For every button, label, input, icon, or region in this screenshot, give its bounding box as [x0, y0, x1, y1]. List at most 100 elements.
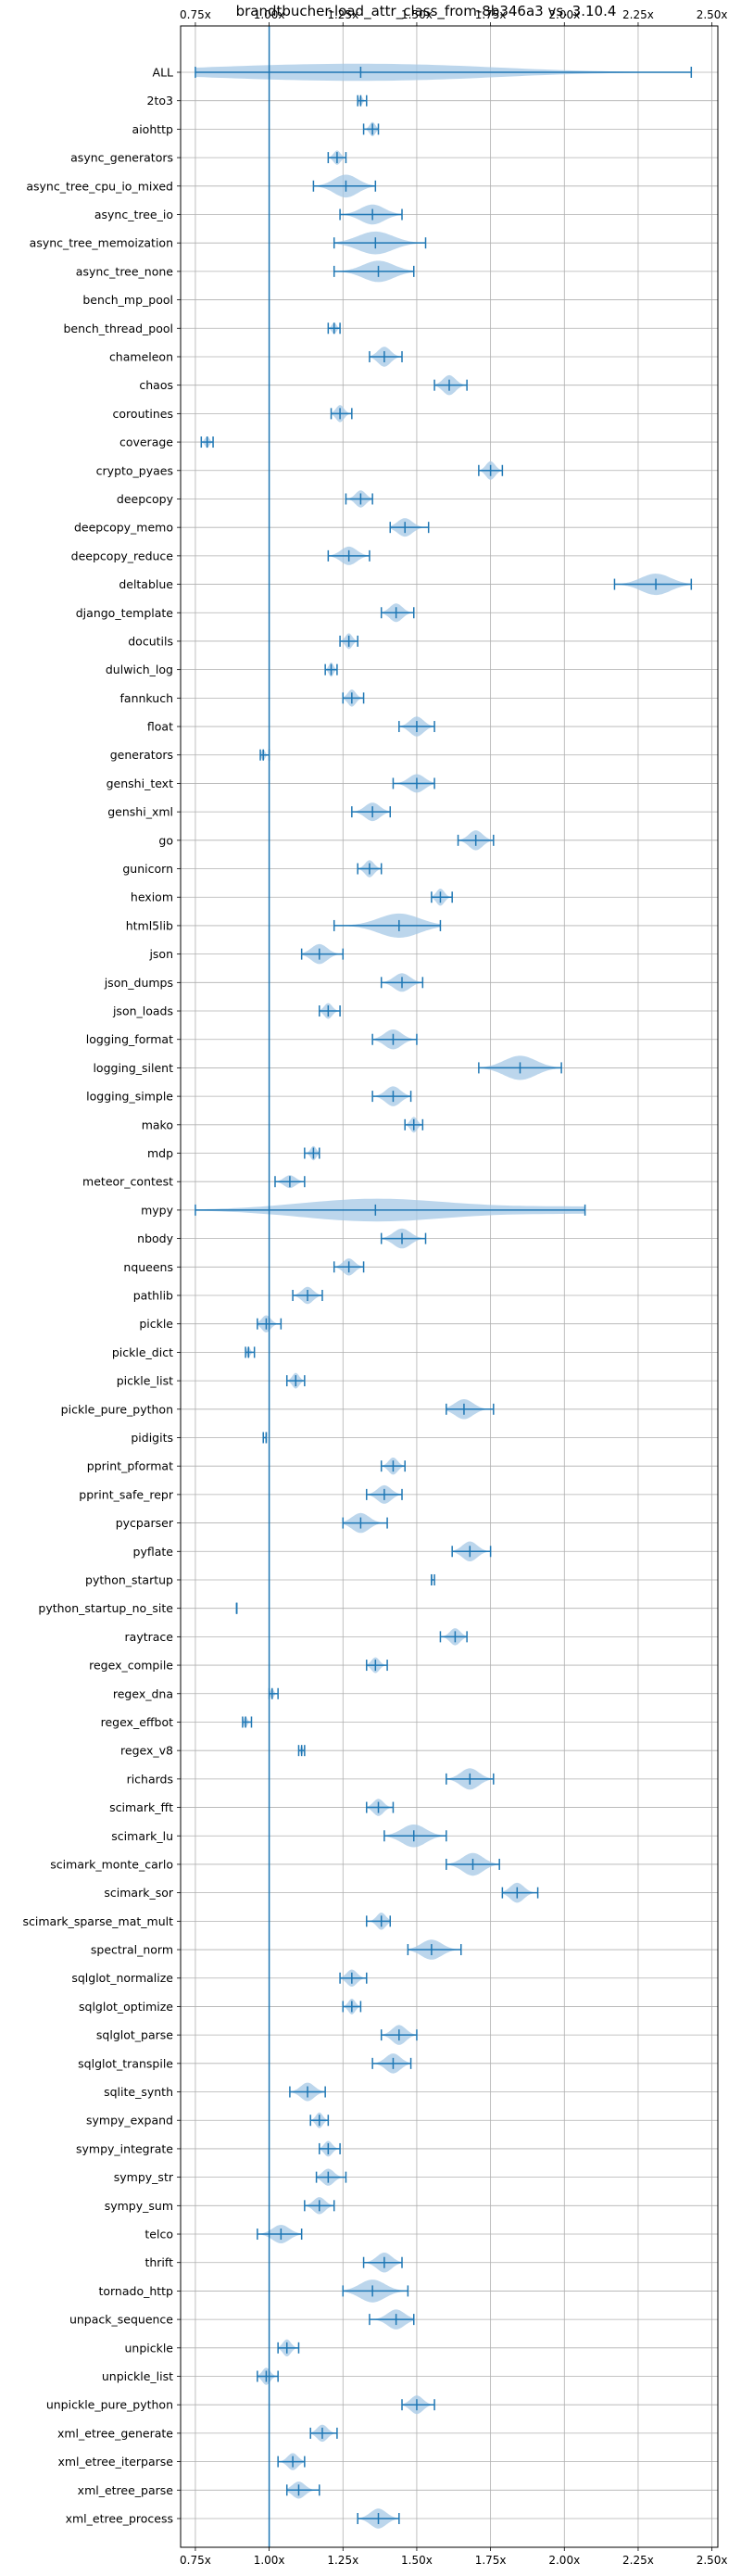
violin-docutils — [339, 633, 358, 650]
category-label: chaos — [139, 378, 173, 392]
category-label: scimark_fft — [109, 1800, 173, 1814]
category-label: pyflate — [133, 1545, 174, 1559]
category-label: pprint_safe_repr — [79, 1487, 174, 1501]
category-label: genshi_xml — [107, 805, 173, 819]
category-label: pickle_dict — [112, 1345, 173, 1359]
category-label: async_tree_cpu_io_mixed — [26, 179, 173, 193]
violin-python_startup — [431, 1573, 435, 1585]
violin-async_tree_memoization — [333, 231, 427, 255]
violin-pycparser — [342, 1512, 388, 1534]
category-label: deltablue — [119, 577, 173, 591]
violin-deepcopy_memo — [389, 518, 430, 537]
violin-aiohttp — [362, 121, 380, 137]
category-label: sqlglot_normalize — [71, 1971, 173, 1985]
violin-sqlite_synth — [289, 2082, 326, 2102]
category-label: pycparser — [116, 1516, 174, 1530]
violin-pyflate — [451, 1541, 492, 1561]
violin-logging_format — [371, 1029, 418, 1050]
violin-scimark_sparse_mat_mult — [366, 1913, 392, 1930]
category-label: scimark_lu — [111, 1829, 173, 1843]
category-label: sympy_expand — [86, 2114, 173, 2128]
violin-deepcopy — [345, 490, 373, 508]
violin-float — [398, 716, 435, 737]
violin-async_generators — [327, 150, 347, 165]
violin-xml_etree_iterparse — [277, 2453, 306, 2470]
category-label: aiohttp — [132, 122, 174, 136]
violin-sqlglot_transpile — [371, 2053, 412, 2074]
violin-deepcopy_reduce — [327, 546, 370, 565]
violin-crypto_pyaes — [478, 461, 504, 480]
violin-telco — [257, 2225, 303, 2243]
category-label: float — [147, 720, 173, 734]
violin-hexiom — [431, 889, 453, 906]
category-label: meteor_contest — [82, 1175, 173, 1189]
category-label: pickle_pure_python — [61, 1402, 173, 1416]
grid — [181, 26, 718, 2547]
category-label: regex_dna — [113, 1686, 173, 1700]
category-label: async_tree_none — [76, 264, 174, 278]
chart-title: brandtbucher-load_attr_class_from-8b346a… — [236, 3, 617, 20]
category-label: deepcopy — [117, 492, 174, 506]
category-label: xml_etree_generate — [57, 2426, 173, 2440]
violin-ALL — [195, 63, 693, 82]
category-label: bench_mp_pool — [82, 293, 173, 307]
category-label: pprint_pformat — [87, 1459, 173, 1473]
category-label: genshi_text — [107, 777, 173, 790]
violin-scimark_lu — [383, 1825, 447, 1848]
category-label: unpickle_list — [102, 2369, 173, 2383]
category-label: dulwich_log — [106, 663, 173, 676]
category-label: fannkuch — [120, 691, 173, 705]
violin-chaos — [433, 374, 468, 396]
violin-scimark_sor — [501, 1882, 539, 1903]
x-tick-label-bottom: 1.00x — [254, 2554, 285, 2567]
x-tick-label-bottom: 2.25x — [622, 2554, 654, 2567]
violin-sqlglot_optimize — [342, 1999, 362, 2014]
violin-pidigits — [262, 1432, 268, 1444]
category-label: async_tree_memoization — [30, 236, 173, 250]
violin-json — [300, 943, 345, 965]
category-label: hexiom — [131, 890, 173, 904]
x-tick-label-top: 1.25x — [327, 8, 358, 21]
violin-scimark_fft — [366, 1799, 395, 1816]
category-label: tornado_http — [98, 2284, 173, 2298]
violin-nqueens — [333, 1258, 365, 1276]
category-label: go — [158, 833, 173, 847]
category-label: nbody — [137, 1231, 173, 1245]
violin-xml_etree_generate — [309, 2424, 338, 2443]
category-label: gunicorn — [122, 862, 173, 876]
category-label: sympy_sum — [105, 2199, 173, 2213]
violin-coroutines — [330, 405, 353, 423]
category-label: unpickle_pure_python — [46, 2398, 173, 2412]
category-label: raytrace — [125, 1630, 174, 1644]
violin-meteor_contest — [274, 1175, 306, 1189]
category-label: coverage — [119, 436, 173, 449]
category-label: sympy_str — [114, 2170, 174, 2184]
violin-mako — [404, 1117, 424, 1133]
category-label: nqueens — [123, 1260, 173, 1274]
category-label: pidigits — [131, 1431, 173, 1445]
category-label: thrift — [144, 2255, 173, 2269]
category-label: generators — [110, 748, 173, 762]
category-label: chameleon — [109, 349, 173, 363]
category-label: richards — [127, 1772, 173, 1786]
violin-spectral_norm — [407, 1939, 462, 1960]
x-tick-label-top: 1.00x — [254, 8, 285, 21]
category-label: regex_v8 — [120, 1744, 173, 1758]
category-label: pathlib — [133, 1289, 173, 1303]
violin-mypy — [195, 1198, 586, 1222]
category-label: json_loads — [112, 1004, 173, 1018]
x-ticks-top: 0.75x 1.00x 1.25x 1.50x 1.75x 2.00x 2.25x 2.50x — [180, 8, 728, 26]
category-label: sqlglot_transpile — [78, 2056, 173, 2070]
violin-unpickle — [277, 2339, 300, 2356]
x-ticks-bottom: 0.75x 1.00x 1.25x 1.50x 1.75x 2.00x 2.25x 2.50x — [180, 2547, 728, 2567]
category-label: scimark_sor — [104, 1886, 173, 1900]
violin-unpickle_pure_python — [401, 2395, 435, 2415]
category-label: ALL — [153, 66, 174, 80]
violin-generators — [259, 749, 270, 761]
violin-pathlib — [292, 1286, 323, 1305]
violin-unpack_sequence — [369, 2309, 415, 2330]
violin-thrift — [362, 2253, 403, 2273]
category-label: logging_simple — [86, 1090, 173, 1104]
x-tick-label-bottom: 1.25x — [327, 2554, 358, 2567]
category-label: sqlglot_parse — [96, 2028, 173, 2042]
